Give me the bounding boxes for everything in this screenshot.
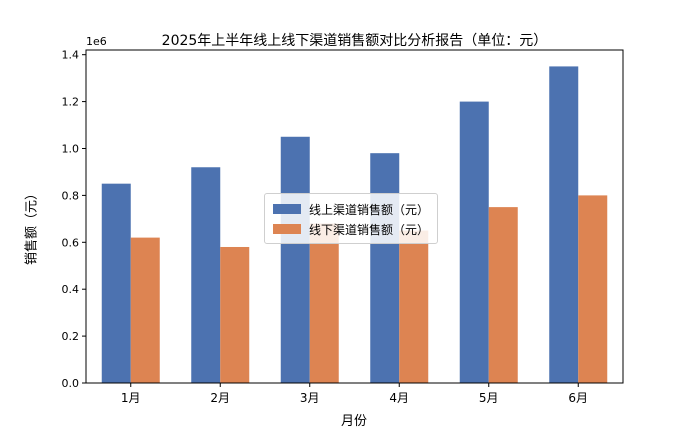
bar-offline-2: [220, 246, 250, 383]
y-tick-label: 0.8: [62, 189, 80, 202]
y-tick-label: 0.0: [62, 377, 80, 390]
x-axis-label: 月份: [340, 414, 368, 429]
x-tick-label: 6月: [568, 391, 588, 405]
y-tick-label: 0.2: [62, 330, 80, 343]
bar-online-4: [370, 153, 400, 383]
legend-swatch-offline: [273, 224, 301, 234]
legend-label-offline: 线下渠道销售额（元）: [309, 222, 430, 237]
y-axis-offset-label: 1e6: [86, 35, 107, 48]
y-tick-label: 1.4: [62, 49, 80, 62]
legend-item-offline: 线下渠道销售额（元）: [273, 219, 429, 239]
x-tick-label: 4月: [389, 391, 409, 405]
bars-group: [101, 66, 608, 383]
x-tick-label: 3月: [300, 391, 320, 405]
x-tick-label: 5月: [479, 391, 499, 405]
bar-offline-1: [130, 237, 160, 383]
legend-swatch-online: [273, 204, 301, 214]
bar-offline-4: [399, 230, 429, 383]
legend-label-online: 线上渠道销售额（元）: [309, 202, 430, 217]
plot-frame: [85, 49, 624, 384]
chart-legend: 线上渠道销售额（元） 线下渠道销售额（元）: [264, 193, 439, 244]
y-axis-label: 销售额（元）: [24, 186, 40, 266]
y-tick-label: 0.6: [62, 236, 80, 249]
bar-online-6: [549, 66, 579, 383]
bar-online-3: [280, 136, 310, 383]
bar-offline-3: [309, 223, 339, 383]
y-tick-label: 1.0: [62, 142, 80, 155]
y-tick-label: 1.2: [62, 96, 80, 109]
x-tick-label: 1月: [121, 391, 141, 405]
bar-online-1: [101, 183, 131, 383]
axes-group: 0.0 0.2 0.4 0.6 0.8 1.0 1.2 1.4 1月 2月 3月 4月 5月 6月: [62, 49, 624, 405]
y-tick-label: 0.4: [62, 283, 80, 296]
bar-online-5: [459, 101, 489, 383]
x-tick-label: 2月: [210, 391, 230, 405]
bar-offline-6: [578, 195, 608, 383]
bar-offline-5: [488, 207, 518, 383]
chart-title: 2025年上半年线上线下渠道销售额对比分析报告（单位：元）: [161, 33, 548, 49]
bar-online-2: [191, 167, 221, 383]
legend-item-online: 线上渠道销售额（元）: [273, 199, 429, 219]
